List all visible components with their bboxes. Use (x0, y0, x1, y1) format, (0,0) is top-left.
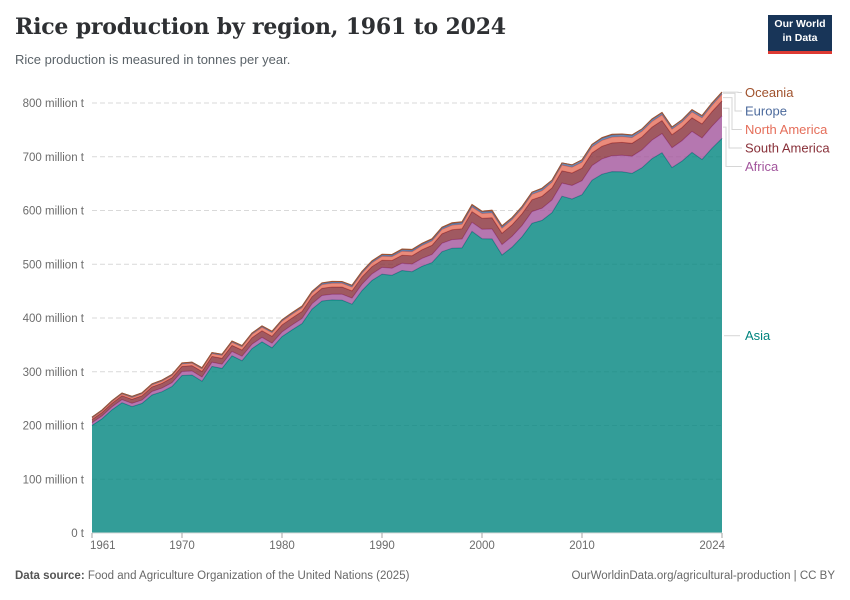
legend-label-south_america[interactable]: South America (745, 141, 830, 156)
y-axis-label: 500 million t (23, 259, 85, 271)
legend-label-asia[interactable]: Asia (745, 328, 771, 343)
license-note: OurWorldinData.org/agricultural-producti… (571, 570, 835, 582)
x-axis-label: 1961 (90, 540, 116, 552)
y-axis-label: 0 t (71, 528, 85, 540)
y-axis-label: 300 million t (23, 367, 85, 379)
owid-logo-line1: Our World (774, 18, 826, 30)
chart-footer: Data source: Food and Agriculture Organi… (15, 570, 835, 582)
owid-logo-line2: in Data (782, 31, 818, 44)
legend-label-north_america[interactable]: North America (745, 122, 828, 137)
y-axis-label: 800 million t (23, 98, 85, 110)
y-axis-label: 700 million t (23, 152, 85, 164)
legend-label-oceania[interactable]: Oceania (745, 85, 794, 100)
x-axis-label: 2000 (469, 540, 495, 552)
legend-label-africa[interactable]: Africa (745, 159, 779, 174)
y-axis-label: 400 million t (23, 313, 85, 325)
x-axis-label: 1980 (269, 540, 295, 552)
data-source-label: Data source: (15, 570, 85, 582)
y-axis-label: 600 million t (23, 206, 85, 218)
x-axis-label: 2010 (569, 540, 595, 552)
area-south_america[interactable] (92, 100, 722, 423)
area-asia[interactable] (92, 138, 722, 533)
data-source-note: Data source: Food and Agriculture Organi… (15, 570, 409, 582)
legend-label-europe[interactable]: Europe (745, 104, 787, 119)
area-line-oceania (91, 91, 723, 418)
x-axis-label: 1970 (169, 540, 195, 552)
owid-logo[interactable]: Our World in Data (768, 15, 832, 54)
legend-connector-africa (723, 126, 742, 167)
data-source-text: Food and Agriculture Organization of the… (84, 570, 410, 582)
legend-connector-europe (723, 92, 742, 112)
chart-subtitle: Rice production is measured in tonnes pe… (15, 52, 291, 67)
y-axis-label: 200 million t (23, 421, 85, 433)
page-title: Rice production by region, 1961 to 2024 (15, 14, 506, 40)
x-axis-label: 1990 (369, 540, 395, 552)
legend-connector-north_america (723, 97, 742, 130)
y-axis-label: 100 million t (23, 474, 85, 486)
legend-connector-south_america (723, 107, 742, 149)
x-axis-label: 2024 (699, 540, 725, 552)
